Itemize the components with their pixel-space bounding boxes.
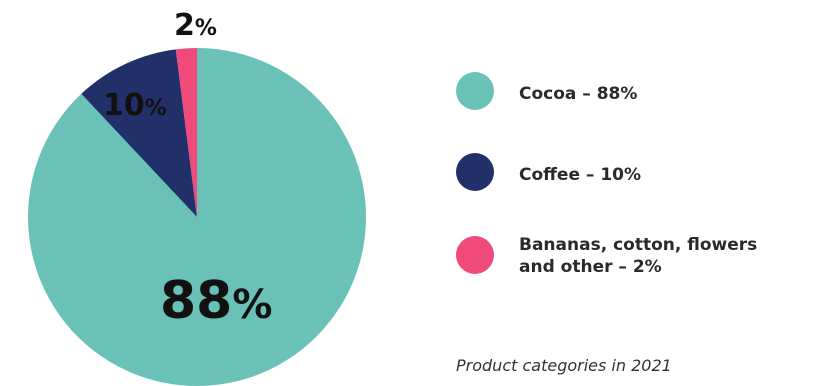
slice-label-other: 2%	[174, 8, 217, 43]
chart-caption: Product categories in 2021	[456, 356, 672, 375]
legend-label-coffee: Coffee – 10%	[519, 165, 642, 185]
slice-label-cocoa: 88%	[160, 271, 272, 331]
slice-label-coffee: 10%	[103, 88, 167, 123]
legend-label-cocoa: Cocoa – 88%	[519, 84, 638, 104]
legend-dot-other	[456, 236, 494, 274]
pie-slice-cocoa	[27, 48, 366, 386]
legend-dot-cocoa	[456, 72, 494, 110]
legend-dot-coffee	[456, 153, 494, 191]
pie-slice-coffee	[81, 49, 197, 218]
legend-label-other: Bananas, cotton, flowers and other – 2%	[519, 235, 758, 277]
pie-slice-other	[175, 48, 197, 217]
